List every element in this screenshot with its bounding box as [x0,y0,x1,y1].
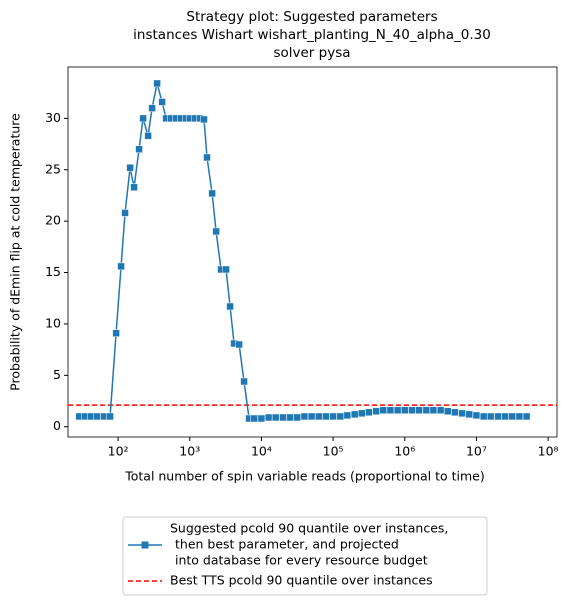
data-point [158,98,166,106]
data-point [293,413,302,422]
legend-swatch [141,541,149,549]
data-point [106,412,114,421]
data-point [257,414,266,423]
data-point [126,163,134,172]
chart-title: instances Wishart wishart_planting_N_40_… [133,27,491,43]
data-point [226,302,234,311]
data-point [112,329,120,337]
data-point [415,406,423,415]
data-point [358,409,366,418]
data-point [117,262,125,271]
data-point [401,406,409,415]
y-tick-label: 20 [45,213,61,228]
legend-label: then best parameter, and projected [175,537,399,552]
data-point [93,412,101,421]
data-point [365,408,373,417]
data-point [379,406,388,415]
x-tick-label: 10⁶ [394,444,415,459]
data-point [139,114,147,123]
y-axis-label: Probability of dEmin flip at cold temper… [8,113,23,391]
data-point [130,183,138,191]
data-point [422,406,431,415]
x-tick-label: 10³ [179,444,200,459]
y-tick-label: 0 [53,418,61,433]
data-point [444,407,452,416]
data-point [436,406,445,415]
data-point [429,406,438,415]
data-point [315,412,323,421]
data-point [300,412,309,421]
legend-label: Suggested pcold 90 quantile over instanc… [170,521,448,536]
x-axis-label: Total number of spin variable reads (pro… [124,469,485,484]
data-point [350,410,359,419]
x-tick-label: 10⁵ [323,444,344,459]
legend-box [122,516,488,596]
y-tick-label: 10 [45,315,61,330]
data-point [479,412,488,421]
data-point [508,412,517,421]
data-point [408,406,416,415]
data-point [322,412,330,421]
data-point [144,132,152,140]
data-point [135,145,143,153]
data-point [522,412,531,421]
data-point [200,115,208,124]
data-point [286,413,294,422]
data-point [240,377,248,386]
data-point [501,412,509,421]
data-point [208,189,216,198]
x-tick-label: 10⁸ [538,444,559,459]
x-tick-label: 10⁴ [251,444,272,459]
data-point [264,413,273,422]
chart-title: solver pysa [273,45,350,61]
data-point [329,412,337,421]
data-point [250,414,259,423]
y-tick-label: 5 [53,367,61,382]
data-point [494,412,502,421]
data-point [343,411,352,420]
data-point [212,227,220,236]
legend-label: Best TTS pcold 90 quantile over instance… [170,573,433,588]
data-point [336,412,345,421]
plot-frame [67,66,558,438]
chart-title: Strategy plot: Suggested parameters [186,9,437,25]
y-tick-label: 30 [45,110,61,125]
data-point [386,406,395,415]
data-point [235,340,243,349]
data-point [203,153,211,162]
data-point [153,79,161,88]
data-point [451,408,459,417]
data-point [307,412,316,421]
data-point [279,413,287,422]
data-point [148,104,156,112]
data-point [515,412,524,421]
y-tick-label: 25 [45,161,61,176]
data-point [472,411,481,420]
data-point [121,209,129,217]
data-point [458,409,466,418]
legend-label: into database for every resource budget [175,553,428,568]
data-point [465,410,474,419]
y-tick-label: 15 [45,264,61,279]
data-point [372,407,380,416]
data-point [486,412,495,421]
data-point [222,265,230,274]
x-tick-label: 10² [108,444,129,459]
x-tick-label: 10⁷ [466,444,487,459]
data-point [393,406,402,415]
data-point [271,413,280,422]
